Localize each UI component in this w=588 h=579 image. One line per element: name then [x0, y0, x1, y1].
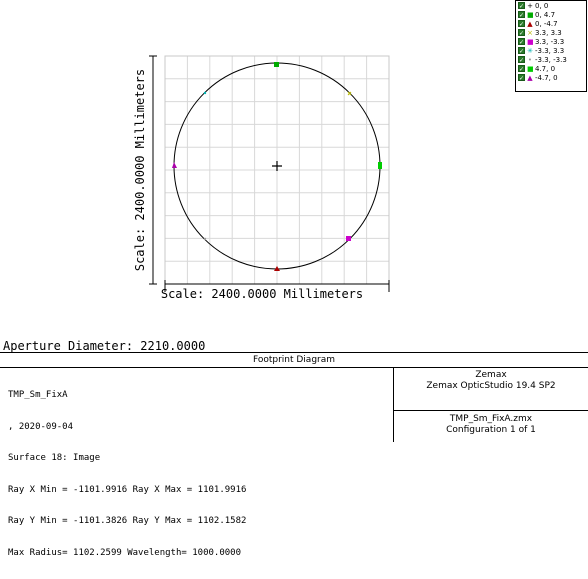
legend-label: 3.3, -3.3 — [535, 37, 565, 46]
company-name: Zemax — [475, 370, 507, 380]
info-line: Max Radius= 1102.2599 Wavelength= 1000.0… — [8, 547, 241, 558]
info-file: TMP_Sm_FixA.zmx Configuration 1 of 1 — [394, 414, 588, 436]
legend-item[interactable]: ✓ × 3.3, 3.3 — [516, 28, 586, 37]
legend-marker-icon: ▲ — [527, 73, 533, 82]
legend-label: 0, 4.7 — [535, 10, 556, 19]
legend-item[interactable]: ✓ ■ 3.3, -3.3 — [516, 37, 586, 46]
footprint-plot: Scale: 2400.0000 Millimeters Scale: 2400… — [133, 55, 390, 301]
legend-label: -3.3, 3.3 — [535, 46, 565, 55]
y-scale-label: Scale: 2400.0000 Millimeters — [133, 69, 147, 271]
info-details: TMP_Sm_FixA , 2020-09-04 Surface 18: Ima… — [8, 369, 246, 579]
legend-marker-icon: ✳ — [527, 46, 533, 55]
mark-4.7-0 — [378, 162, 382, 169]
legend-item[interactable]: ✓ ▲ 0, -4.7 — [516, 19, 586, 28]
plot-grid — [165, 56, 389, 284]
legend: ✓ +0, 0 ✓ ■ 0, 4.7 ✓ ▲ 0, -4.7 ✓ × 3.3, 3.3 ✓ ■ 3.3, … — [515, 0, 587, 92]
legend-marker-icon: ■ — [527, 64, 534, 73]
legend-marker-icon: • — [527, 55, 533, 64]
ray-marks — [172, 62, 382, 271]
legend-item[interactable]: ✓ ■ 0, 4.7 — [516, 10, 586, 19]
checkbox-icon[interactable]: ✓ — [518, 38, 525, 46]
mark-0-4.7 — [274, 62, 279, 67]
info-line: TMP_Sm_FixA — [8, 390, 68, 400]
checkbox-icon[interactable]: ✓ — [518, 74, 525, 82]
legend-marker-icon: ■ — [527, 37, 534, 46]
legend-marker-icon: × — [527, 28, 533, 37]
info-line: Surface 18: Image — [8, 453, 101, 463]
checkbox-icon[interactable]: ✓ — [518, 29, 525, 37]
legend-label: -4.7, 0 — [535, 73, 558, 82]
legend-label: 4.7, 0 — [535, 64, 556, 73]
configuration: Configuration 1 of 1 — [446, 425, 536, 435]
divider-horizontal — [393, 410, 588, 411]
mark-3.3-minus3.3 — [346, 236, 351, 241]
info-line: , 2020-09-04 — [8, 421, 74, 432]
legend-marker-icon: ▲ — [527, 19, 533, 28]
diagram-title: Footprint Diagram — [0, 353, 588, 368]
product-name: Zemax OpticStudio 19.4 SP2 — [426, 381, 556, 391]
legend-item[interactable]: ✓ +0, 0 — [516, 1, 586, 10]
legend-item[interactable]: ✓ ■ 4.7, 0 — [516, 64, 586, 73]
legend-label: -3.3, -3.3 — [535, 55, 567, 64]
checkbox-icon[interactable]: ✓ — [518, 56, 525, 64]
info-line: Ray X Min = -1101.9916 Ray X Max = 1101.… — [8, 484, 247, 495]
legend-marker-icon: ■ — [527, 10, 534, 19]
legend-label: 0, 0 — [535, 1, 549, 10]
mark-0-minus4.7 — [274, 266, 280, 271]
legend-marker-icon: + — [527, 1, 533, 10]
mark-0-0 — [272, 161, 282, 171]
x-scale-label: Scale: 2400.0000 Millimeters — [161, 287, 363, 301]
mark-minus4.7-0 — [172, 162, 177, 168]
checkbox-icon[interactable]: ✓ — [518, 20, 525, 28]
info-line: Ray Y Min = -1101.3826 Ray Y Max = 1102.… — [8, 516, 247, 526]
legend-label: 3.3, 3.3 — [535, 28, 562, 37]
divider-vertical — [393, 368, 394, 442]
mark-minus3.3-3.3 — [203, 91, 207, 95]
legend-item[interactable]: ✓ • -3.3, -3.3 — [516, 55, 586, 64]
legend-item[interactable]: ✓ ✳ -3.3, 3.3 — [516, 46, 586, 55]
checkbox-icon[interactable]: ✓ — [518, 47, 525, 55]
checkbox-icon[interactable]: ✓ — [518, 11, 525, 19]
checkbox-icon[interactable]: ✓ — [518, 2, 525, 10]
checkbox-icon[interactable]: ✓ — [518, 65, 525, 73]
info-panel: Footprint Diagram TMP_Sm_FixA , 2020-09-… — [0, 352, 588, 558]
file-name: TMP_Sm_FixA.zmx — [449, 414, 533, 424]
aperture-diameter: Aperture Diameter: 2210.0000 — [3, 339, 206, 353]
info-vendor: Zemax Zemax OpticStudio 19.4 SP2 — [394, 370, 588, 392]
mark-minus3.3-minus3.3 — [203, 237, 207, 241]
mark-3.3-3.3 — [347, 91, 352, 96]
legend-item[interactable]: ✓ ▲ -4.7, 0 — [516, 73, 586, 82]
legend-label: 0, -4.7 — [535, 19, 558, 28]
